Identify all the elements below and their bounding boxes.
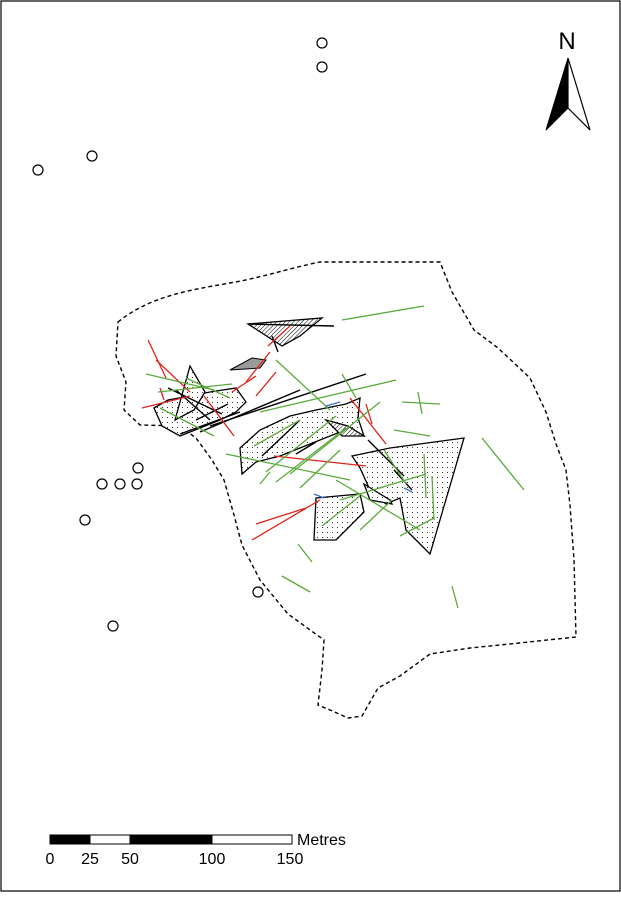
scale-unit-label: Metres: [297, 832, 346, 849]
black-line: [295, 441, 317, 455]
scale-bar: Metres 0 25 50 100 150: [46, 832, 346, 868]
red-line: [159, 387, 165, 401]
dotted-polygon: [173, 364, 206, 422]
blue-line: [313, 493, 325, 499]
black-line: [247, 323, 335, 327]
green-line: [275, 427, 347, 483]
scale-tick-label: 50: [121, 851, 139, 868]
green-line: [341, 305, 425, 321]
red-line: [273, 455, 367, 467]
point-feature: [107, 620, 119, 632]
point-feature: [132, 462, 144, 474]
point-feature: [96, 478, 108, 490]
green-line: [451, 585, 459, 609]
dotted-polygon: [313, 493, 365, 541]
scale-tick-label: 100: [199, 851, 226, 868]
green-line: [253, 419, 301, 447]
green-line: [299, 449, 341, 489]
red-line: [251, 499, 321, 541]
black-line: [175, 389, 211, 421]
point-feature: [131, 478, 143, 490]
scale-tick-label: 25: [81, 851, 99, 868]
red-line: [255, 371, 277, 397]
green-line: [335, 479, 421, 531]
north-label: N: [558, 28, 575, 55]
black-line: [199, 389, 301, 433]
green-line: [225, 453, 351, 481]
green-line: [275, 359, 331, 411]
green-line: [289, 401, 381, 475]
red-line: [349, 397, 387, 445]
green-line: [341, 373, 357, 399]
green-line: [399, 517, 435, 537]
green-lines: [145, 305, 525, 609]
red-line: [245, 351, 271, 383]
green-line: [431, 475, 435, 521]
red-line: [255, 507, 307, 525]
green-line: [393, 429, 431, 437]
point-feature: [86, 150, 98, 162]
green-line: [481, 437, 525, 491]
green-line: [417, 391, 423, 415]
point-features: [32, 37, 328, 632]
green-line: [259, 471, 271, 485]
dotted-polygon: [362, 482, 394, 505]
black-line: [261, 419, 301, 457]
red-line: [141, 395, 191, 409]
green-line: [265, 415, 337, 473]
black-line: [195, 403, 229, 421]
black-line: [179, 411, 241, 435]
red-line: [147, 339, 167, 379]
point-feature: [316, 37, 328, 49]
green-line: [281, 575, 311, 593]
point-feature: [316, 61, 328, 73]
green-line: [159, 407, 215, 437]
red-line: [155, 359, 191, 393]
red-line: [231, 375, 257, 393]
green-line: [259, 379, 397, 413]
north-arrow-right: [567, 57, 591, 131]
scale-tick-label: 150: [277, 851, 304, 868]
blue-line: [403, 487, 413, 493]
red-lines: [141, 325, 387, 541]
red-line: [365, 403, 373, 425]
green-line: [401, 401, 441, 405]
black-lines: [167, 323, 413, 491]
green-line: [157, 383, 233, 393]
blue-line: [325, 401, 341, 407]
green-line: [339, 473, 427, 501]
scale-tick-label: 0: [46, 851, 55, 868]
blue-lines: [313, 401, 413, 499]
point-feature: [252, 586, 264, 598]
red-line: [267, 325, 291, 347]
dotted-polygon: [350, 437, 465, 556]
point-feature: [79, 514, 91, 526]
study-area-boundary: [115, 261, 577, 719]
green-line: [383, 449, 407, 485]
point-feature: [32, 164, 44, 176]
shaded-polygon: [229, 357, 267, 371]
black-line: [367, 439, 405, 477]
black-line: [271, 335, 279, 353]
green-line: [321, 495, 361, 527]
green-line: [423, 453, 427, 499]
green-line: [185, 377, 231, 399]
green-line: [297, 543, 313, 563]
black-line: [167, 387, 223, 415]
north-arrow: N: [545, 28, 591, 131]
green-line: [359, 499, 393, 531]
point-feature: [114, 478, 126, 490]
red-line: [203, 395, 235, 437]
